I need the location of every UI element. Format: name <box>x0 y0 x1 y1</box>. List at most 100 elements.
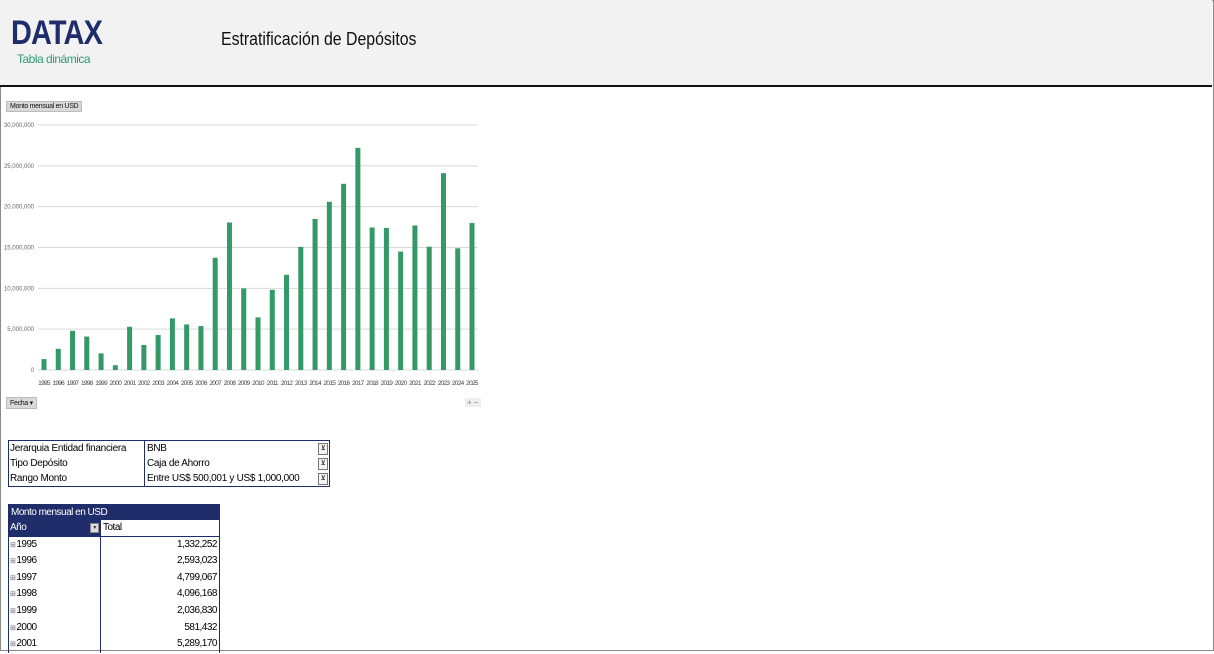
bar <box>398 251 404 370</box>
pivot-table: Monto mensual en USD Año ▾ Total ⊞1995 1,3… <box>8 504 220 653</box>
x-tick-label: 2020 <box>395 380 408 387</box>
expand-icon[interactable]: ⊞ <box>10 558 16 566</box>
bar <box>55 348 61 370</box>
bar <box>212 257 218 370</box>
bar <box>255 317 261 370</box>
bar <box>226 222 232 370</box>
page-title: Estratificación de Depósitos <box>221 29 417 49</box>
bar <box>198 326 204 370</box>
bar <box>326 201 332 370</box>
x-tick-label: 2015 <box>323 380 336 387</box>
y-tick-label: 10,000,000 <box>4 286 35 292</box>
col-header: Total <box>101 520 219 537</box>
bar <box>184 324 190 370</box>
expand-icon[interactable]: ⊞ <box>10 624 16 632</box>
x-tick-label: 2023 <box>438 380 451 387</box>
x-tick-label: 2016 <box>338 380 351 387</box>
bar <box>469 223 475 370</box>
value-field-button[interactable]: Monto mensual en USD <box>6 101 83 112</box>
table-row[interactable]: ⊞1995 1,332,252 <box>9 536 219 554</box>
bar <box>155 335 161 370</box>
bar <box>141 345 147 370</box>
expand-icon[interactable]: ⊞ <box>10 541 16 549</box>
x-tick-label: 2019 <box>381 380 394 387</box>
year-cell: 2000 <box>16 621 37 633</box>
expand-icon[interactable]: ⊞ <box>10 591 16 599</box>
bar <box>412 225 418 370</box>
x-tick-label: 2002 <box>138 380 151 387</box>
x-tick-label: 2021 <box>409 380 422 387</box>
bar <box>312 218 318 370</box>
table-row[interactable]: ⊞1997 4,799,067 <box>9 569 219 587</box>
year-cell: 1996 <box>16 555 37 567</box>
fecha-field-button[interactable]: Fecha ▾ <box>6 397 37 409</box>
datax-logo: DATAX <box>11 14 103 52</box>
x-tick-label: 2001 <box>124 380 137 387</box>
x-tick-label: 2022 <box>423 380 436 387</box>
table-row[interactable]: ⊞1999 2,036,830 <box>9 602 219 620</box>
x-tick-label: 2012 <box>281 380 294 387</box>
bar <box>298 246 304 370</box>
x-tick-label: 2008 <box>224 380 237 387</box>
x-tick-label: 2000 <box>109 380 122 387</box>
filter-icon[interactable]: ⊻ <box>318 443 328 455</box>
x-tick-label: 1996 <box>52 380 65 387</box>
bar <box>41 359 47 370</box>
y-tick-label: 30,000,000 <box>4 123 35 129</box>
bar <box>169 318 175 370</box>
year-cell: 2001 <box>16 638 37 650</box>
bar <box>127 326 133 370</box>
filter-label: Tipo Depósito <box>9 456 145 471</box>
x-tick-label: 2010 <box>252 380 265 387</box>
dropdown-icon[interactable]: ▾ <box>90 523 99 533</box>
x-tick-label: 2003 <box>152 380 165 387</box>
expand-collapse-buttons[interactable]: + − <box>465 398 481 407</box>
y-tick-label: 20,000,000 <box>4 205 35 211</box>
x-tick-label: 1995 <box>38 380 51 387</box>
x-tick-label: 2024 <box>452 380 465 387</box>
filter-icon[interactable]: ⊻ <box>318 458 328 470</box>
filter-label: Jerarquia Entidad financiera <box>9 441 145 456</box>
x-tick-label: 2007 <box>209 380 222 387</box>
year-cell: 1995 <box>16 538 37 550</box>
header: DATAX Tabla dinámica Estratificación de … <box>0 0 1212 87</box>
x-tick-label: 1998 <box>81 380 94 387</box>
bar <box>341 183 347 370</box>
x-tick-label: 2009 <box>238 380 251 387</box>
x-tick-label: 2025 <box>466 380 479 387</box>
y-tick-label: 5,000,000 <box>7 327 34 333</box>
table-row[interactable]: ⊞2000 581,432 <box>9 619 219 637</box>
pivot-header-row: Año ▾ Total <box>9 520 219 537</box>
table-row[interactable]: ⊞1996 2,593,023 <box>9 553 219 570</box>
x-tick-label: 2006 <box>195 380 208 387</box>
table-row[interactable]: ⊞2001 5,289,170 <box>9 636 219 653</box>
filter-icon[interactable]: ⊻ <box>318 473 328 485</box>
x-tick-label: 2011 <box>267 380 279 387</box>
bar <box>284 274 290 370</box>
bar <box>84 336 90 370</box>
total-cell: 4,096,168 <box>177 588 218 600</box>
bar <box>70 330 76 370</box>
filter-table: Jerarquia Entidad financiera BNB ⊻ Tipo De… <box>8 440 330 487</box>
filter-value: Caja de Ahorro <box>147 458 210 469</box>
bar <box>98 353 104 370</box>
expand-icon[interactable]: ⊞ <box>10 641 16 649</box>
total-cell: 1,332,252 <box>177 538 218 550</box>
x-tick-label: 2014 <box>309 380 322 387</box>
y-tick-label: 25,000,000 <box>4 164 35 170</box>
expand-icon[interactable]: ⊞ <box>10 607 16 615</box>
filter-value: BNB <box>147 443 167 454</box>
bar <box>426 246 432 370</box>
total-cell: 2,593,023 <box>177 555 218 567</box>
table-row[interactable]: ⊞1998 4,096,168 <box>9 586 219 603</box>
x-tick-label: 2005 <box>181 380 194 387</box>
expand-icon[interactable]: ⊞ <box>10 574 16 582</box>
filter-row: Rango Monto Entre US$ 500,001 y US$ 1,000… <box>9 471 329 486</box>
x-tick-label: 2018 <box>366 380 379 387</box>
total-cell: 5,289,170 <box>177 638 218 650</box>
bar <box>112 365 118 370</box>
bar <box>269 289 275 370</box>
x-tick-label: 1997 <box>67 380 80 387</box>
row-header: Año <box>10 522 27 533</box>
fecha-label: Fecha <box>10 400 28 407</box>
